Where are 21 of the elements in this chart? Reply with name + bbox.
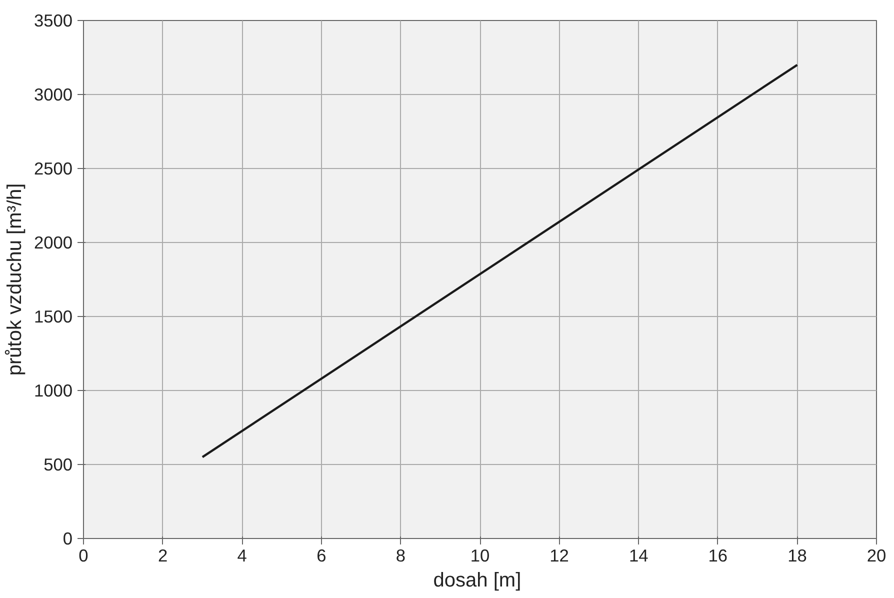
y-axis-title: průtok vzduchu [m³/h] (4, 183, 26, 376)
x-tick-label: 4 (237, 546, 248, 566)
x-tick-label: 0 (78, 546, 88, 566)
y-tick-label: 2500 (34, 158, 73, 178)
x-tick-label: 6 (316, 546, 326, 566)
x-tick-label: 2 (158, 546, 168, 566)
x-tick-label: 12 (550, 546, 569, 566)
x-tick-label: 8 (396, 546, 406, 566)
x-tick-label: 14 (628, 546, 649, 566)
y-tick-label: 1500 (34, 306, 73, 326)
x-tick-label: 20 (866, 546, 886, 566)
y-tick-label: 3500 (34, 10, 73, 30)
y-tick-label: 0 (62, 528, 73, 548)
x-axis-title: dosah [m] (433, 570, 522, 592)
y-tick-label: 3000 (34, 84, 73, 104)
y-tick-label: 500 (44, 454, 73, 474)
x-tick-label: 16 (708, 546, 728, 566)
x-tick-label: 18 (788, 546, 807, 566)
y-tick-label: 2000 (34, 232, 73, 252)
x-tick-label: 10 (470, 546, 490, 566)
y-tick-label: 1000 (34, 380, 73, 400)
